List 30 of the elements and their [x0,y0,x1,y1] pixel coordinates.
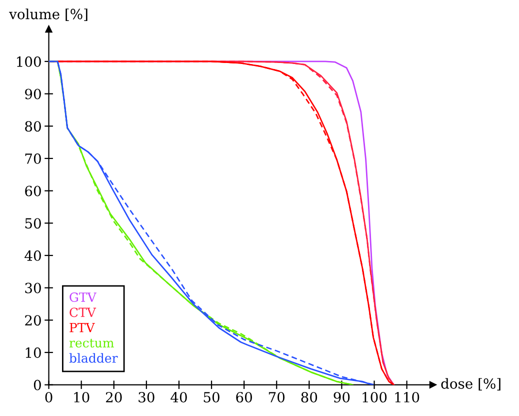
x-tick-label: 100 [362,392,387,402]
x-tick-label: 110 [395,392,420,402]
x-tick-label: 0 [45,392,52,402]
y-tick-label: 20 [25,315,41,326]
x-tick-label: 20 [106,392,122,402]
x-tick-label: 60 [236,392,252,402]
text: CTV [70,308,96,318]
y-tick-label: 0 [34,380,41,390]
x-tick-label: 70 [268,392,285,402]
y-tick-label: 50 [25,218,41,229]
y-tick-label: 10 [26,347,41,358]
text: GTV [70,292,96,302]
x-axis-title: dose [%] [441,378,500,390]
x-tick-label: 40 [170,392,187,402]
y-tick-label: 100 [17,56,41,67]
y-tick-label: 40 [24,250,41,261]
y-tick-label: 30 [25,282,41,294]
x-tick-label: 90 [334,392,350,402]
text: PTV [70,323,95,332]
x-tick-label: 50 [204,392,220,402]
y-tick-label: 60 [25,186,41,196]
y-tick-label: 90 [25,88,41,100]
y-axis-title: volume [%] [9,8,88,21]
x-tick-label: 10 [74,392,90,402]
x-tick-label: 80 [301,392,318,402]
text: bladder [69,353,118,363]
x-tick-label: 30 [138,392,154,402]
y-tick-label: 80 [25,121,41,132]
y-tick-label: 70 [25,153,41,164]
text: rectum [69,338,114,348]
